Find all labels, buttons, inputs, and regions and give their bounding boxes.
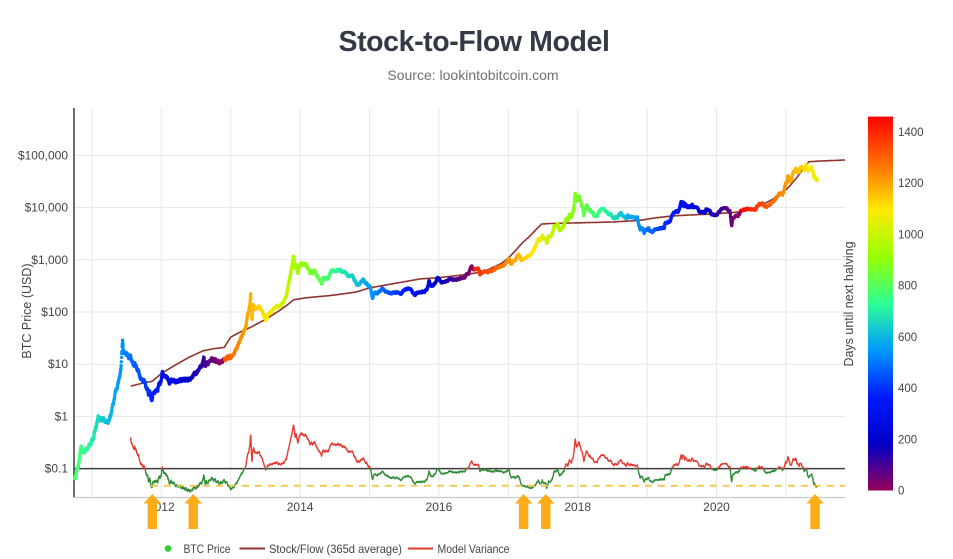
variance-segment-below [750,467,758,472]
btc-price-point [248,299,252,304]
x-tick-label: 2014 [287,500,314,514]
colorbar-tick-label: 200 [898,434,917,446]
colorbar-tick-label: 0 [898,486,904,498]
variance-segment-below [478,468,566,490]
btc-price-point [811,170,815,174]
btc-price-point [250,316,254,320]
variance-segment-below [729,468,742,483]
y-tick-label: $10 [48,357,68,371]
variance-segment-below [265,468,268,471]
variance-segment-above [671,454,713,470]
model-variance-trace[interactable] [129,424,818,493]
chart-title: Stock-to-Flow Model [338,26,610,58]
variance-segment-above [468,460,481,470]
variance-segment-below [144,468,163,489]
variance-segment-below [162,468,245,493]
colorbar-gradient [868,116,893,491]
gridlines [74,108,845,498]
legend-item-model-variance[interactable]: Model Variance [408,542,510,556]
variance-segment-above [777,466,783,470]
btc-price-point [119,364,123,368]
legend-dot-swatch [164,545,172,552]
variance-segment-below [805,469,818,488]
stock-to-flow-model-line[interactable] [130,159,846,387]
legend-label: BTC Price [184,542,231,556]
y-tick-label: $1 [55,409,69,423]
legend-label: Stock/Flow (365d average) [269,542,402,556]
variance-segment-above [266,424,372,469]
colorbar-tick-label: 600 [898,332,917,344]
variance-segment-below [369,467,439,485]
variance-segment-below [712,468,719,472]
colorbar-tick-label: 800 [898,281,917,293]
btc-price-point [815,178,819,182]
y-axis-title: BTC Price (USD) [20,263,34,358]
variance-segment-above [161,466,164,470]
legend-item-stock-flow[interactable]: Stock/Flow (365d average) [239,542,403,556]
colorbar-title: Days until next halving [842,241,856,366]
colorbar-tick-label: 1400 [898,127,924,139]
colorbar-tick-label: 400 [898,383,917,395]
btc-price-point [156,389,160,393]
buy-arrow-icon [514,494,533,529]
variance-segment-above [244,434,267,470]
variance-segment-below [781,467,785,472]
btc-price-point [572,203,576,207]
variance-segment-above [756,465,764,469]
chart-subtitle: Source: lookintobitcoin.com [387,67,559,83]
btc-price-point [121,341,125,346]
buy-arrow-icon [184,494,203,529]
variance-segment-below [637,467,673,484]
variance-segment-above [783,456,805,469]
y-tick-label: $0.1 [45,462,69,476]
btc-price-point [121,338,125,342]
x-tick-label: 2018 [564,500,591,514]
colorbar-tick-labels: 0 200 400 600 800 1000 1200 1400 [898,127,924,498]
variance-segment-above [563,438,639,470]
buy-arrow-icon [143,494,162,529]
y-tick-label: $1,000 [31,253,68,267]
y-tick-label: $10,000 [25,201,69,215]
y-tick-label: $100,000 [18,148,68,162]
btc-price-point [249,292,253,297]
btc-price-point [250,313,254,317]
variance-segment-above [749,467,752,470]
btc-price-point [202,357,206,361]
axis-tick-labels: 2012 2014 2016 2018 2020$0.1$1$10$100$1,000$… [18,148,730,514]
legend-item-btc-price[interactable]: BTC Price [164,542,231,556]
buy-arrow-icon [806,494,824,529]
btc-price-point [249,296,253,300]
variance-segment-above [717,462,731,469]
btc-price-scatter[interactable] [72,162,819,481]
variance-segment-below [802,468,807,473]
variance-segment-below [762,468,778,475]
chart-legend: BTC Price Stock/Flow (365d average) Model … [164,542,510,556]
x-tick-label: 2020 [703,500,730,514]
colorbar-tick-label: 1000 [898,229,924,241]
variance-segment-below [437,468,468,475]
buy-arrow-icon [536,494,555,529]
btc-price-point [121,344,125,348]
buy-signal-arrows [143,494,824,529]
x-tick-label: 2016 [426,500,453,514]
legend-label: Model Variance [438,542,510,556]
variance-segment-above [805,467,808,470]
btc-price-point [119,366,123,371]
variance-segment-above [129,437,146,470]
colorbar-tick-label: 1200 [898,178,924,190]
btc-price-point [119,355,124,360]
btc-price-point [119,360,124,364]
variance-segment-above [739,465,751,469]
y-tick-label: $100 [41,305,68,319]
